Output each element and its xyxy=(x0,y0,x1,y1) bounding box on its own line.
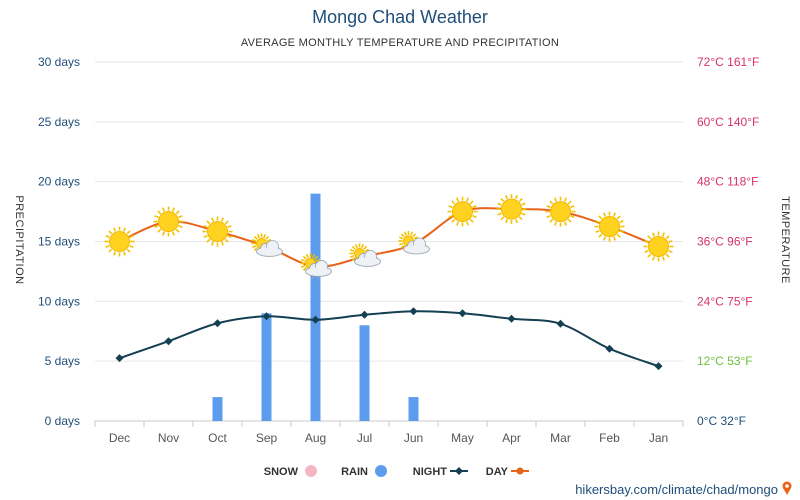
right-tick-label-5: 60°C 140°F xyxy=(697,115,759,129)
left-tick-label-2: 10 days xyxy=(38,294,80,308)
night-point-jan xyxy=(654,362,663,371)
night-point-apr xyxy=(507,314,516,323)
legend-rain[interactable]: RAIN xyxy=(341,465,387,478)
right-tick-label-4: 48°C 118°F xyxy=(697,175,758,189)
legend-snow[interactable]: SNOW xyxy=(264,465,317,478)
legend-snow-label: SNOW xyxy=(264,466,299,478)
legend-night[interactable]: NIGHT xyxy=(413,466,468,478)
weather-sun-icon-may xyxy=(447,196,478,227)
rain-bar-oct xyxy=(212,397,223,421)
right-tick-label-1: 12°C 53°F xyxy=(697,354,753,368)
weather-sun-cloud-rain-icon-aug xyxy=(300,253,332,281)
legend-snow-swatch xyxy=(305,465,317,477)
right-tick-label-6: 72°C 161°F xyxy=(697,55,759,69)
left-tick-label-1: 5 days xyxy=(45,354,80,368)
left-tick-label-6: 30 days xyxy=(38,55,80,69)
x-tick-label-jul: Jul xyxy=(357,431,372,445)
rain-bar-jul xyxy=(359,325,370,421)
left-tick-label-3: 15 days xyxy=(38,235,80,249)
weather-sun-icon-dec xyxy=(104,226,135,257)
temperature-lines xyxy=(115,206,663,371)
weather-sun-cloud-icon-jul xyxy=(349,243,381,267)
weather-sun-icon-nov xyxy=(153,206,184,237)
legend-day-label: DAY xyxy=(486,466,509,478)
night-point-jun xyxy=(409,307,418,316)
chart-subtitle: AVERAGE MONTHLY TEMPERATURE AND PRECIPIT… xyxy=(241,37,559,49)
x-tick-label-mar: Mar xyxy=(550,431,571,445)
weather-sun-icon-mar xyxy=(545,196,576,227)
legend-night-marker xyxy=(455,467,463,475)
night-point-dec xyxy=(115,354,124,363)
right-axis-title: TEMPERATURE xyxy=(779,196,791,284)
legend: SNOW RAIN NIGHT DAY xyxy=(264,465,529,478)
weather-sun-icon-apr xyxy=(496,194,527,225)
night-point-may xyxy=(458,309,467,318)
x-tick-label-feb: Feb xyxy=(599,431,620,445)
legend-day-marker xyxy=(516,467,524,475)
left-tick-label-4: 20 days xyxy=(38,175,80,189)
right-tick-label-0: 0°C 32°F xyxy=(697,414,746,428)
right-tick-label-2: 24°C 75°F xyxy=(697,294,753,308)
day-line xyxy=(119,207,659,268)
night-point-jul xyxy=(360,310,369,319)
grid xyxy=(94,61,684,427)
x-tick-label-nov: Nov xyxy=(158,431,179,445)
weather-sun-cloud-icon-sep xyxy=(251,233,283,257)
x-axis-labels: Jan Feb Mar Apr May Jun Jul Aug Sep Oct Nov Dec xyxy=(109,431,668,445)
night-point-feb xyxy=(605,344,614,353)
weather-sun-icon-feb xyxy=(594,211,625,242)
right-axis-labels: 0°C 32°F 12°C 53°F 24°C 75°F 36°C 96°F 48°C … xyxy=(697,55,759,428)
left-axis-labels: 0 days 5 days 10 days 15 days 20 days 25 days… xyxy=(38,55,80,428)
x-tick-label-jan: Jan xyxy=(649,431,668,445)
x-tick-label-apr: Apr xyxy=(502,431,521,445)
night-point-sep xyxy=(262,312,271,321)
right-tick-label-3: 36°C 96°F xyxy=(697,235,753,249)
legend-day[interactable]: DAY xyxy=(486,466,529,478)
rain-bar-aug xyxy=(310,193,321,421)
night-point-nov xyxy=(164,337,173,346)
chart-title: Mongo Chad Weather xyxy=(312,7,488,27)
legend-rain-label: RAIN xyxy=(341,466,368,478)
rain-bar-jun xyxy=(408,397,419,421)
night-point-aug xyxy=(311,315,320,324)
weather-sun-cloud-icon-jun xyxy=(398,230,430,255)
weather-sun-icon-oct xyxy=(202,216,233,247)
left-tick-label-5: 25 days xyxy=(38,115,80,129)
weather-sun-icon-jan xyxy=(643,231,674,262)
rain-bars xyxy=(212,193,419,421)
legend-rain-swatch xyxy=(375,465,387,477)
x-tick-label-oct: Oct xyxy=(208,431,227,445)
weather-icons xyxy=(104,194,674,281)
x-tick-label-sep: Sep xyxy=(256,431,278,445)
night-point-mar xyxy=(556,319,565,328)
left-axis-title: PRECIPITATION xyxy=(13,195,25,284)
x-tick-label-aug: Aug xyxy=(305,431,326,445)
x-tick-label-may: May xyxy=(451,431,474,445)
location-pin-icon xyxy=(782,481,792,495)
x-tick-label-dec: Dec xyxy=(109,431,130,445)
night-point-oct xyxy=(213,319,222,328)
left-tick-label-0: 0 days xyxy=(45,414,80,428)
rain-bar-sep xyxy=(261,313,272,421)
x-tick-label-jun: Jun xyxy=(404,431,423,445)
night-line xyxy=(119,310,659,368)
legend-night-label: NIGHT xyxy=(413,466,448,478)
source-link[interactable]: hikersbay.com/climate/chad/mongo xyxy=(575,482,778,497)
